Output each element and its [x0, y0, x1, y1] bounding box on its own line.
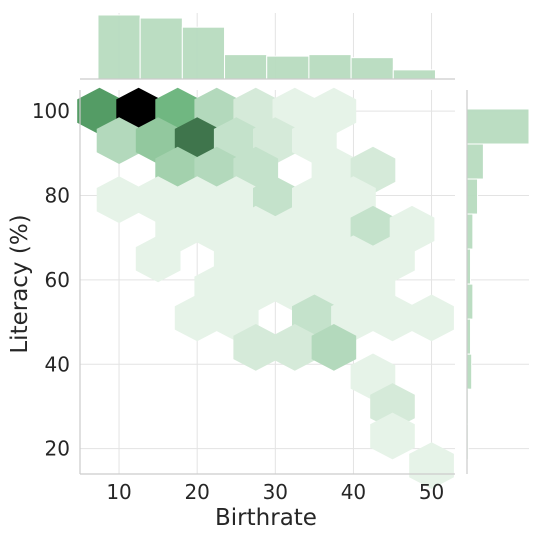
right-marginal-histogram — [466, 90, 530, 474]
hexbin-cell — [96, 176, 142, 224]
y-tick-label: 20 — [45, 437, 70, 461]
top-marginal-bar — [392, 69, 436, 80]
right-marginal-bar — [466, 108, 530, 145]
y-tick-label: 60 — [45, 268, 70, 292]
y-tick-label: 40 — [45, 352, 70, 376]
x-tick-label: 10 — [106, 480, 131, 504]
hexbin-cell — [409, 294, 454, 342]
right-marginal-bar — [466, 283, 474, 320]
top-marginal-histogram — [80, 13, 455, 80]
x-tick-labels: 10 20 30 40 50 — [106, 480, 444, 504]
x-tick-label: 40 — [341, 480, 366, 504]
top-marginal-bar — [181, 26, 226, 80]
top-marginal-bar — [266, 55, 310, 80]
hexbin-cell — [96, 117, 142, 164]
right-marginal-bar — [466, 143, 484, 180]
hexbin-cell — [135, 235, 181, 283]
hexbin-layer — [77, 87, 454, 489]
x-tick-label: 50 — [419, 480, 444, 504]
top-marginal-bar — [308, 54, 352, 80]
main-axes — [79, 90, 455, 475]
top-marginal-bar — [139, 17, 183, 80]
right-marginal-bar — [466, 178, 479, 215]
right-marginal-bar — [466, 353, 473, 390]
hexbin-cell — [174, 294, 220, 342]
hexbin-cell — [370, 412, 415, 460]
y-axis-label: Literacy (%) — [7, 214, 33, 353]
right-marginal-bars — [466, 108, 530, 460]
hexbin-cell — [311, 324, 357, 371]
hexbin-cell — [409, 442, 454, 489]
y-tick-labels: 20 40 60 80 100 — [32, 99, 70, 461]
y-tick-label: 100 — [32, 99, 70, 123]
top-marginal-bars — [97, 14, 436, 80]
top-marginal-bar — [97, 14, 141, 80]
hexbin-cell — [370, 383, 415, 430]
top-marginal-bar — [224, 54, 268, 80]
hexbin-cell — [272, 324, 318, 371]
x-tick-label: 30 — [263, 480, 288, 504]
hexbin-cell — [233, 324, 279, 371]
x-axis-label: Birthrate — [215, 505, 317, 531]
hexbin-cell — [370, 294, 415, 342]
y-tick-label: 80 — [45, 183, 70, 207]
x-tick-label: 20 — [184, 480, 209, 504]
top-marginal-bar — [350, 57, 394, 80]
right-marginal-bar — [466, 213, 474, 250]
